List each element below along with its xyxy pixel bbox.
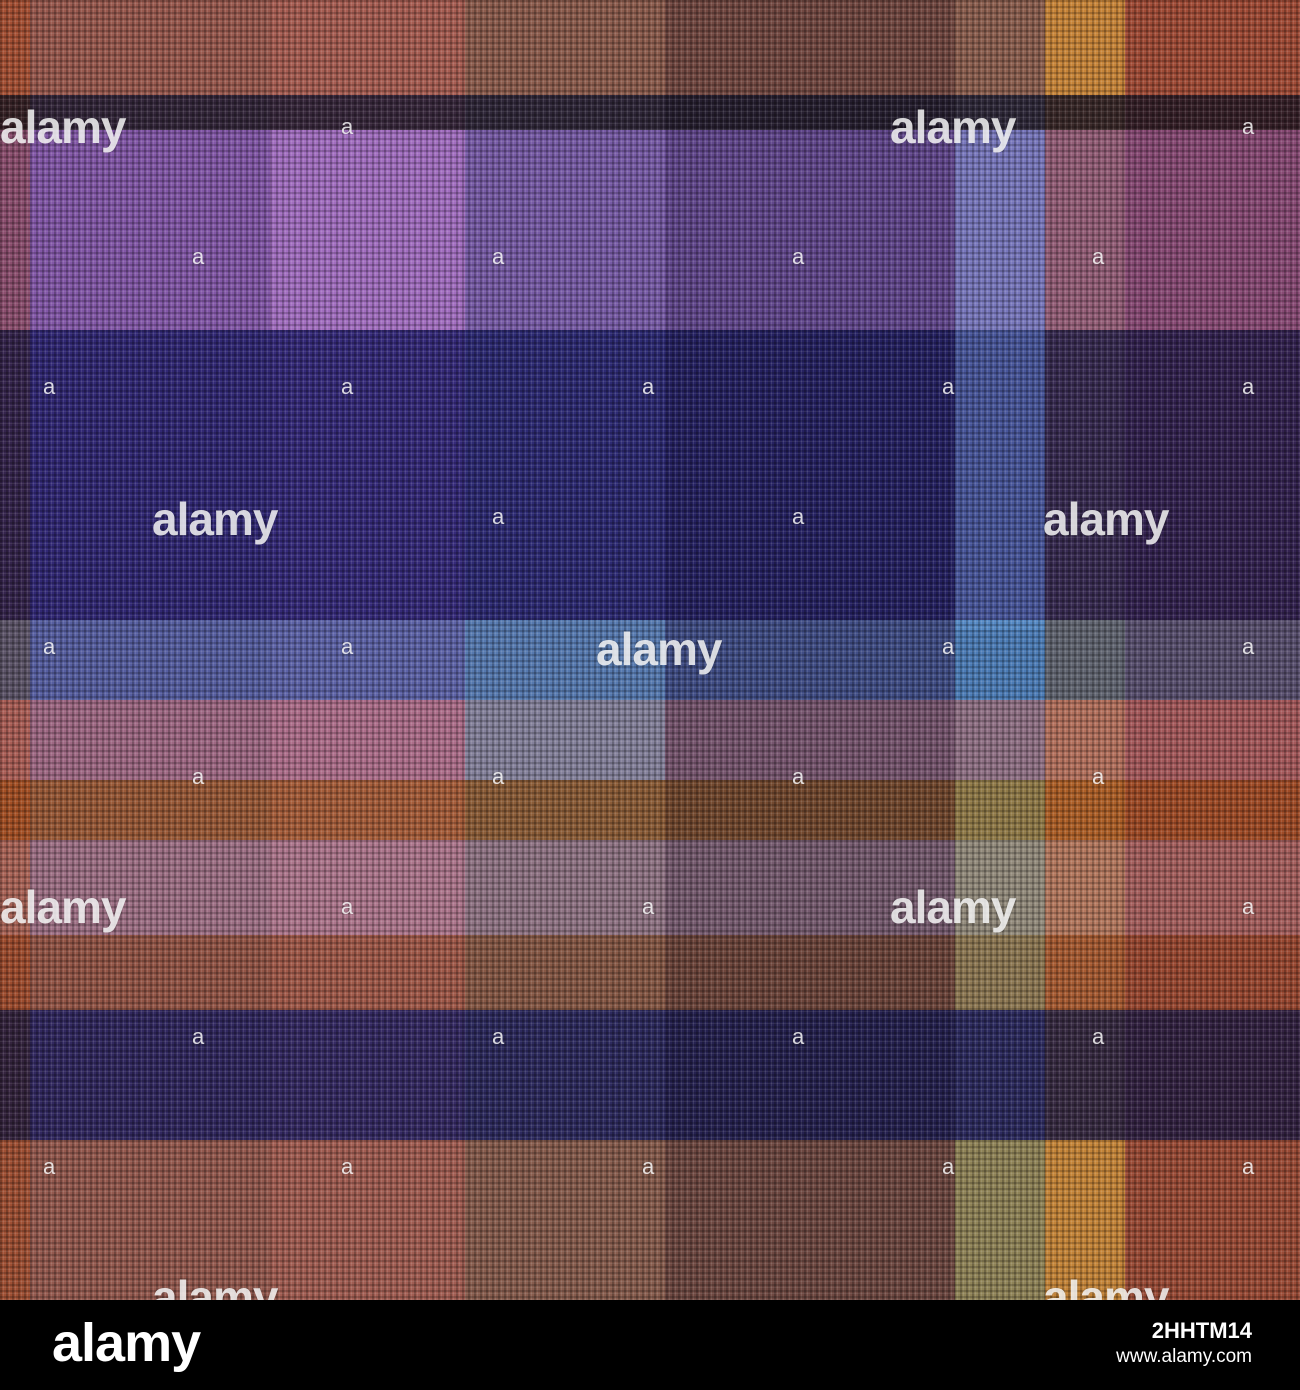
footer-url: www.alamy.com xyxy=(1116,1346,1252,1367)
plaid-pattern xyxy=(0,0,1300,1300)
stock-footer-bar: alamy 2HHTM14 www.alamy.com xyxy=(0,1300,1300,1390)
footer-meta: 2HHTM14 www.alamy.com xyxy=(1116,1318,1252,1370)
footer-logo: alamy xyxy=(52,1313,201,1373)
plaid-fabric-image: alamy alamy alamy alamy alamy alamy alam… xyxy=(0,0,1300,1300)
footer-image-id: 2HHTM14 xyxy=(1151,1318,1252,1343)
